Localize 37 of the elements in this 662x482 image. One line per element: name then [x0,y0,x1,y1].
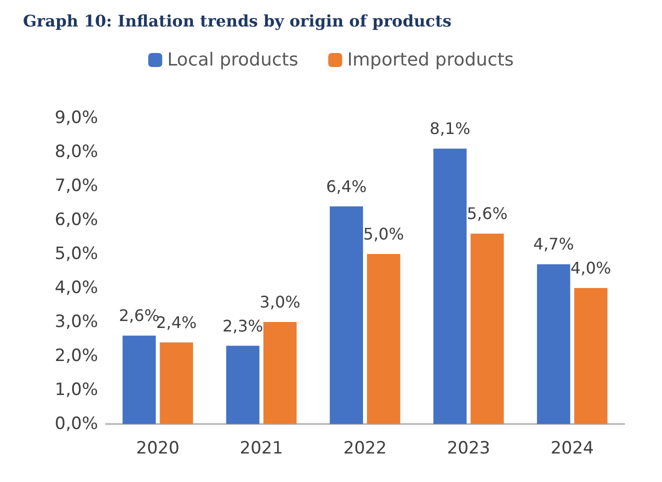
data-label: 4,7% [533,234,574,254]
data-label: 6,4% [326,176,367,196]
y-tick-label: 7,0% [54,176,98,196]
x-tick-label: 2021 [240,438,284,458]
x-tick-label: 2022 [343,438,387,458]
y-tick-label: 5,0% [54,244,98,264]
bar [263,322,297,424]
bar [433,148,467,424]
data-label: 8,1% [430,119,470,138]
y-tick-label: 9,0% [54,108,98,128]
legend-label: Imported products [347,50,514,70]
data-label: 4,0% [570,258,612,278]
bar [330,206,364,424]
chart-title: Graph 10: Inflation trends by origin of products [23,12,452,30]
data-label: 3,0% [260,292,300,312]
bar [122,336,156,424]
y-tick-label: 0,0% [54,414,98,434]
bar [536,264,570,424]
y-tick-label: 1,0% [54,380,98,400]
bar [366,254,400,424]
bar [160,342,194,424]
data-label: 5,0% [363,224,404,244]
y-tick-label: 6,0% [54,210,98,230]
x-tick-label: 2023 [446,438,490,458]
bar [470,234,504,424]
y-tick-label: 8,0% [54,142,98,162]
y-tick-label: 3,0% [54,312,98,332]
data-label: 2,6% [118,306,160,326]
bar [574,288,608,424]
data-label: 5,6% [466,204,508,224]
y-tick-label: 4,0% [54,278,98,298]
bar [226,346,260,424]
y-tick-label: 2,0% [54,346,98,366]
legend-label: Local products [167,50,298,70]
data-label: 2,3% [222,316,264,336]
x-tick-label: 2020 [136,438,180,458]
x-tick-label: 2024 [550,438,594,458]
